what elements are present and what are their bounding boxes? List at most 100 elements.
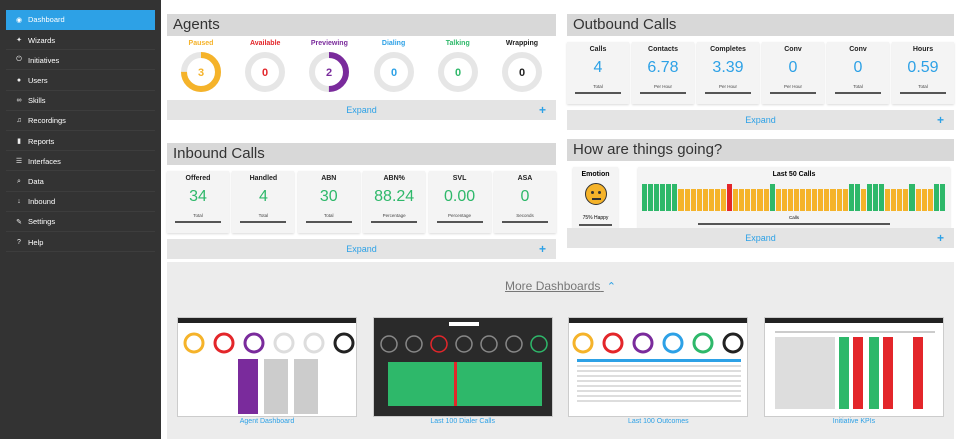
stat-card: ABN% 88.24 Percentage	[363, 171, 426, 233]
inbound-expand-button[interactable]: Expand +	[167, 239, 556, 259]
stat-underline	[575, 92, 621, 94]
stat-value: 0	[788, 59, 798, 76]
sidebar: ◉ Dashboard ✦ Wizards ⏻ Initiatives ● Users ∞ Ski…	[0, 0, 161, 439]
call-bar	[648, 184, 654, 211]
list-icon: ☰	[15, 158, 23, 166]
things-going-expand-button[interactable]: Expand +	[567, 228, 954, 248]
sidebar-item-inbound[interactable]: ↓ Inbound	[6, 193, 155, 212]
thumb-dialer-calls[interactable]: Last 100 Dialer Calls	[372, 317, 553, 425]
call-bar	[690, 189, 696, 211]
call-bar	[885, 189, 891, 211]
bar-chart-icon: ▮	[17, 138, 21, 146]
sidebar-item-interfaces[interactable]: ☰ Interfaces	[6, 152, 155, 172]
stat-sub: Total	[324, 213, 334, 218]
stat-sub: Seconds	[516, 213, 534, 218]
stat-underline	[240, 221, 287, 223]
call-bar	[702, 189, 708, 211]
emotion-card: Emotion 75% Happy	[573, 167, 618, 229]
sidebar-item-label: Help	[28, 237, 44, 247]
last-calls-bars	[642, 184, 946, 211]
donut-fill	[309, 52, 350, 92]
agent-donut: 3	[181, 52, 221, 92]
plus-icon[interactable]: +	[936, 231, 944, 245]
stat-sub: Per Hour	[718, 84, 737, 89]
agent-status-value: 3	[198, 67, 204, 79]
things-going-panel: How are things going? Emotion 75% Happy …	[567, 139, 954, 250]
call-bar	[714, 189, 721, 211]
call-bar	[666, 184, 672, 211]
plus-icon[interactable]: +	[936, 113, 944, 127]
dashboard-icon: ◉	[15, 16, 23, 24]
sidebar-item-wizards[interactable]: ✦ Wizards	[6, 31, 155, 51]
sidebar-item-label: Inbound	[28, 197, 56, 207]
emotion-label: Emotion	[581, 171, 610, 178]
stat-sub: Percentage	[382, 213, 406, 218]
call-bar	[739, 189, 745, 211]
stat-underline	[175, 221, 221, 223]
call-bar	[781, 189, 787, 211]
sidebar-item-reports[interactable]: ▮ Reports	[6, 132, 155, 152]
call-bar	[860, 189, 866, 211]
thumb-outcomes[interactable]: Last 100 Outcomes	[568, 317, 749, 425]
agent-status-value: 0	[455, 67, 461, 79]
inbound-cards: Offered 34 Total Handled 4 Total ABN 30 Total ABN…	[167, 165, 556, 239]
donut-track	[437, 52, 478, 92]
stat-label: Contacts	[648, 46, 678, 53]
sidebar-item-skills[interactable]: ∞ Skills	[6, 92, 155, 111]
more-dashboards-link[interactable]: More Dashboards ⌃	[167, 279, 954, 293]
call-bar	[927, 189, 933, 211]
plus-icon[interactable]: +	[538, 242, 546, 256]
call-bar	[933, 184, 939, 211]
outbound-expand-button[interactable]: Expand +	[567, 110, 954, 130]
stat-label: Handled	[249, 175, 278, 182]
stat-sub: Total	[593, 84, 603, 89]
thumb-caption: Last 100 Dialer Calls	[430, 418, 495, 425]
call-bar	[872, 184, 879, 211]
sidebar-item-recordings[interactable]: ♫ Recordings	[6, 112, 155, 131]
plus-icon[interactable]: +	[538, 103, 546, 117]
sidebar-item-users[interactable]: ● Users	[6, 72, 155, 91]
stat-value: 6.78	[647, 59, 679, 76]
agents-title: Agents	[167, 14, 556, 36]
agent-status-label: Paused	[188, 40, 214, 47]
stat-value: 3.39	[712, 59, 744, 76]
power-icon: ⏻	[16, 56, 22, 64]
stat-card: Conv 0 Total	[827, 42, 889, 104]
thumbnail-image	[568, 317, 749, 417]
stat-card: Contacts 6.78 Per Hour	[632, 42, 694, 104]
call-bar	[939, 184, 945, 211]
outbound-expand-label: Expand	[745, 115, 776, 125]
sidebar-item-settings[interactable]: ✎ Settings	[6, 213, 155, 232]
things-going-expand-label: Expand	[745, 233, 776, 243]
sidebar-item-dashboard[interactable]: ◉ Dashboard	[6, 10, 155, 30]
sidebar-item-label: Recordings	[28, 116, 66, 126]
stat-card: Hours 0.59 Total	[892, 42, 954, 104]
agent-status-value: 0	[262, 67, 268, 79]
stat-sub: Total	[853, 84, 863, 89]
stat-label: ABN	[321, 175, 337, 182]
call-bar	[787, 189, 793, 211]
inbound-expand-label: Expand	[346, 244, 377, 254]
sidebar-item-data[interactable]: ⌕ Data	[6, 173, 155, 192]
sidebar-item-help[interactable]: ? Help	[6, 233, 155, 253]
call-bar	[806, 189, 812, 211]
sidebar-item-initiatives[interactable]: ⏻ Initiatives	[6, 51, 155, 71]
thumb-agent-dashboard[interactable]: Agent Dashboard	[177, 317, 357, 425]
outbound-panel: Outbound Calls Calls 4 Total Contacts 6.78 Pe…	[567, 14, 954, 130]
thumb-caption: Last 100 Outcomes	[627, 418, 689, 425]
donut-track	[245, 52, 286, 92]
agent-status-value: 0	[519, 67, 525, 79]
last-calls-label: Last 50 Calls	[772, 171, 816, 178]
thumb-initiative-kpis[interactable]: Initiative KPIs	[763, 317, 944, 425]
thumb-caption: Initiative KPIs	[832, 418, 876, 425]
call-bar	[642, 184, 648, 211]
inbound-panel: Inbound Calls Offered 34 Total Handled 4 Tota…	[167, 143, 556, 259]
stat-value: 0	[520, 188, 530, 205]
music-icon: ♫	[16, 117, 22, 125]
stat-value: 0.59	[907, 59, 939, 76]
outbound-cards: Calls 4 Total Contacts 6.78 Per Hour Completes…	[567, 36, 954, 110]
agents-expand-button[interactable]: Expand +	[167, 100, 556, 120]
agent-status-wrapping: Wrapping 0	[492, 40, 552, 94]
sidebar-nav: ◉ Dashboard ✦ Wizards ⏻ Initiatives ● Users ∞ Ski…	[0, 10, 161, 253]
call-bar	[678, 189, 684, 211]
